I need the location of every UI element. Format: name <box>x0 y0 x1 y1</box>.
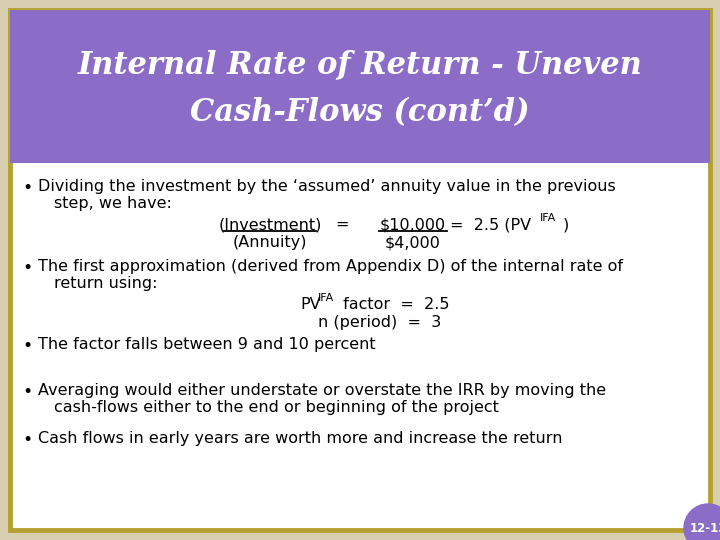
Text: Dividing the investment by the ‘assumed’ annuity value in the previous: Dividing the investment by the ‘assumed’… <box>38 179 616 194</box>
Text: •: • <box>22 431 32 449</box>
Text: Averaging would either understate or overstate the IRR by moving the: Averaging would either understate or ove… <box>38 383 606 398</box>
Text: n (period)  =  3: n (period) = 3 <box>318 315 441 330</box>
Text: $4,000: $4,000 <box>385 235 441 250</box>
Text: The factor falls between 9 and 10 percent: The factor falls between 9 and 10 percen… <box>38 337 376 352</box>
Bar <box>10 10 710 163</box>
Text: $10,000: $10,000 <box>380 217 446 232</box>
Text: •: • <box>22 259 32 277</box>
Text: IFA: IFA <box>540 213 557 223</box>
Text: 12-13: 12-13 <box>689 522 720 535</box>
Text: cash-flows either to the end or beginning of the project: cash-flows either to the end or beginnin… <box>54 400 499 415</box>
Text: ): ) <box>563 217 570 232</box>
Text: step, we have:: step, we have: <box>54 196 172 211</box>
Text: factor  =  2.5: factor = 2.5 <box>338 297 449 312</box>
Text: =  2.5 (PV: = 2.5 (PV <box>450 217 531 232</box>
Text: Cash flows in early years are worth more and increase the return: Cash flows in early years are worth more… <box>38 431 562 446</box>
Text: PV: PV <box>300 297 320 312</box>
Text: •: • <box>22 383 32 401</box>
Text: •: • <box>22 179 32 197</box>
Text: IFA: IFA <box>318 293 334 303</box>
Text: Cash-Flows (cont’d): Cash-Flows (cont’d) <box>190 97 530 128</box>
Text: •: • <box>22 337 32 355</box>
Circle shape <box>684 504 720 540</box>
Text: return using:: return using: <box>54 276 158 291</box>
Text: =: = <box>336 217 348 232</box>
Text: (Annuity): (Annuity) <box>233 235 307 250</box>
Text: The first approximation (derived from Appendix D) of the internal rate of: The first approximation (derived from Ap… <box>38 259 623 274</box>
Text: (Investment): (Investment) <box>218 217 322 232</box>
Text: Internal Rate of Return - Uneven: Internal Rate of Return - Uneven <box>78 49 642 80</box>
